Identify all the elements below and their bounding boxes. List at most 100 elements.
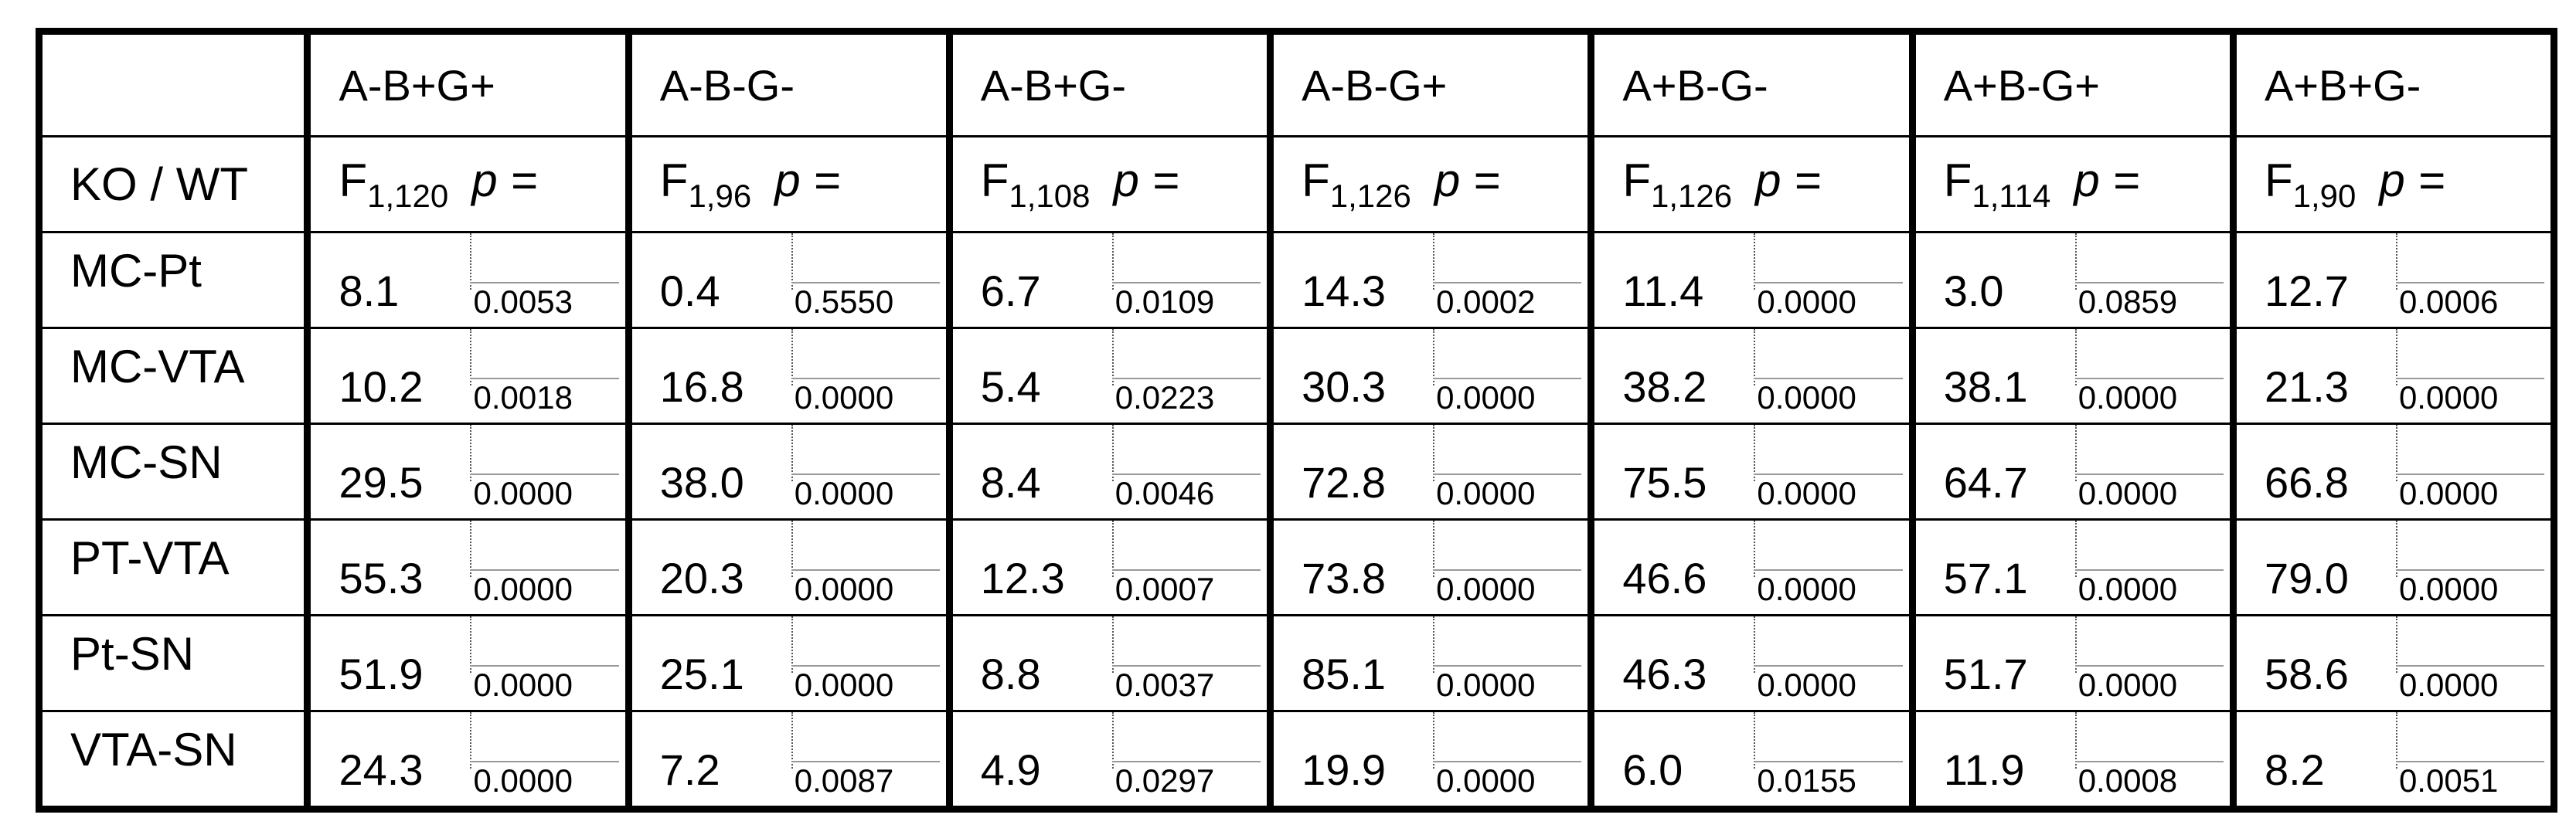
table-cell: 10.2 0.0018	[304, 327, 629, 424]
p-value: 0.0018	[473, 379, 573, 416]
table-cell: 16.8 0.0000	[624, 327, 950, 424]
cell-divider	[470, 329, 472, 385]
p-value-rule	[2395, 761, 2544, 762]
cell-divider	[791, 233, 793, 290]
f-value: 73.8	[1302, 554, 1387, 602]
cell-divider	[2395, 233, 2397, 290]
table-cell: 72.8 0.0000	[1267, 423, 1591, 520]
degrees-of-freedom: 1,96	[688, 178, 752, 214]
table-cell: 24.3 0.0000	[304, 710, 629, 810]
group-header: A-B+G+	[304, 31, 629, 137]
p-label: p =	[1434, 154, 1500, 206]
p-value-rule	[791, 665, 940, 667]
p-value-rule	[2074, 282, 2224, 283]
f-value: 38.1	[1943, 362, 2028, 411]
table-cell: 20.3 0.0000	[624, 518, 950, 616]
p-value: 0.0051	[2398, 762, 2499, 799]
p-value: 0.0297	[1114, 762, 1215, 799]
p-value: 0.0046	[1114, 475, 1215, 511]
f-value: 58.6	[2264, 650, 2349, 698]
p-value-rule	[2074, 569, 2224, 571]
p-value: 0.0000	[2398, 571, 2499, 607]
p-value: 0.0000	[1757, 571, 1856, 607]
f-value: 30.3	[1302, 362, 1387, 411]
degrees-of-freedom: 1,126	[1651, 178, 1733, 214]
group-header: A-B-G-	[624, 31, 950, 137]
p-value: 0.0008	[2077, 762, 2178, 799]
table-cell: 64.7 0.0000	[1908, 423, 2234, 520]
p-value: 0.0000	[2077, 379, 2178, 416]
p-value: 0.0000	[473, 762, 573, 799]
degrees-of-freedom: 1,108	[1009, 178, 1091, 214]
row-label: Pt-SN	[39, 614, 308, 711]
p-value: 0.0037	[1114, 667, 1215, 703]
group-header-row: A-B+G+ A-B-G- A-B+G- A-B-G+ A+B-G- A+B-G…	[39, 31, 2554, 137]
corner-cell	[39, 32, 308, 137]
cell-divider	[1754, 521, 1756, 577]
cell-divider	[1754, 712, 1756, 769]
p-value-rule	[1433, 378, 1582, 379]
p-value-rule	[470, 282, 619, 283]
p-value: 0.0000	[794, 379, 894, 416]
table-cell: 8.1 0.0053	[304, 231, 629, 328]
f-value: 8.1	[339, 266, 400, 315]
p-value-rule	[2074, 474, 2224, 475]
f-value: 5.4	[980, 362, 1041, 411]
table-row: VTA-SN 24.3 0.0000 7.2 0.0087 4.9 0.0297 19.9 0.…	[39, 710, 2554, 810]
table-cell: 0.4 0.5550	[624, 231, 950, 328]
cell-divider	[2074, 521, 2077, 577]
f-symbol: F	[980, 154, 1009, 206]
row-label: MC-SN	[39, 423, 308, 520]
f-value: 12.7	[2264, 266, 2349, 315]
table-cell: 21.3 0.0000	[2229, 327, 2554, 424]
p-value-rule	[470, 474, 619, 475]
p-value: 0.0000	[794, 667, 894, 703]
p-value: 0.0000	[1436, 667, 1536, 703]
p-label: p =	[1113, 154, 1179, 206]
f-value: 11.4	[1622, 266, 1704, 315]
row-label: MC-Pt	[39, 231, 308, 328]
p-value-rule	[1433, 665, 1582, 667]
cell-divider	[470, 712, 472, 769]
cell-divider	[2074, 712, 2077, 769]
p-value-rule	[1433, 474, 1582, 475]
p-value: 0.0859	[2077, 283, 2178, 320]
f-value: 12.3	[980, 554, 1065, 602]
table-cell: 7.2 0.0087	[624, 710, 950, 810]
table-row: MC-VTA 10.2 0.0018 16.8 0.0000 5.4 0.0223 30.3 0…	[39, 327, 2554, 424]
f-symbol: F	[659, 154, 689, 206]
cell-divider	[791, 329, 793, 385]
p-value-rule	[2395, 378, 2544, 379]
f-value: 16.8	[659, 362, 744, 411]
statistic-header-cell: F1,90 p =	[2229, 135, 2554, 233]
f-value: 4.9	[980, 745, 1041, 794]
f-value: 51.9	[339, 650, 424, 698]
p-value-rule	[1111, 761, 1261, 762]
p-value: 0.0000	[794, 571, 894, 607]
p-value: 0.0000	[1757, 379, 1856, 416]
f-value: 10.2	[339, 362, 424, 411]
row-label: VTA-SN	[39, 710, 308, 810]
p-value: 0.5550	[794, 283, 894, 320]
cell-divider	[1111, 329, 1114, 385]
f-value: 66.8	[2264, 458, 2349, 507]
p-value-rule	[791, 378, 940, 379]
p-value: 0.0000	[1757, 475, 1856, 511]
p-value-rule	[2074, 665, 2224, 667]
f-value: 38.0	[659, 458, 744, 507]
f-value: 24.3	[339, 745, 424, 794]
p-value: 0.0002	[1436, 283, 1536, 320]
statistic-header-row: KO / WT F1,120 p = F1,96 p = F1,108 p = F1,126…	[39, 135, 2554, 233]
cell-divider	[2074, 616, 2077, 673]
f-value: 79.0	[2264, 554, 2349, 602]
table-cell: 11.4 0.0000	[1587, 231, 1913, 328]
p-value: 0.0223	[1114, 379, 1215, 416]
row-label: MC-VTA	[39, 327, 308, 424]
f-value: 55.3	[339, 554, 424, 602]
f-value: 8.8	[980, 650, 1041, 698]
p-value: 0.0000	[2077, 475, 2178, 511]
stats-table: A-B+G+ A-B-G- A-B+G- A-B-G+ A+B-G- A+B-G…	[36, 28, 2557, 813]
p-value-rule	[2074, 761, 2224, 762]
p-value-rule	[1111, 282, 1261, 283]
table-cell: 8.4 0.0046	[945, 423, 1271, 520]
